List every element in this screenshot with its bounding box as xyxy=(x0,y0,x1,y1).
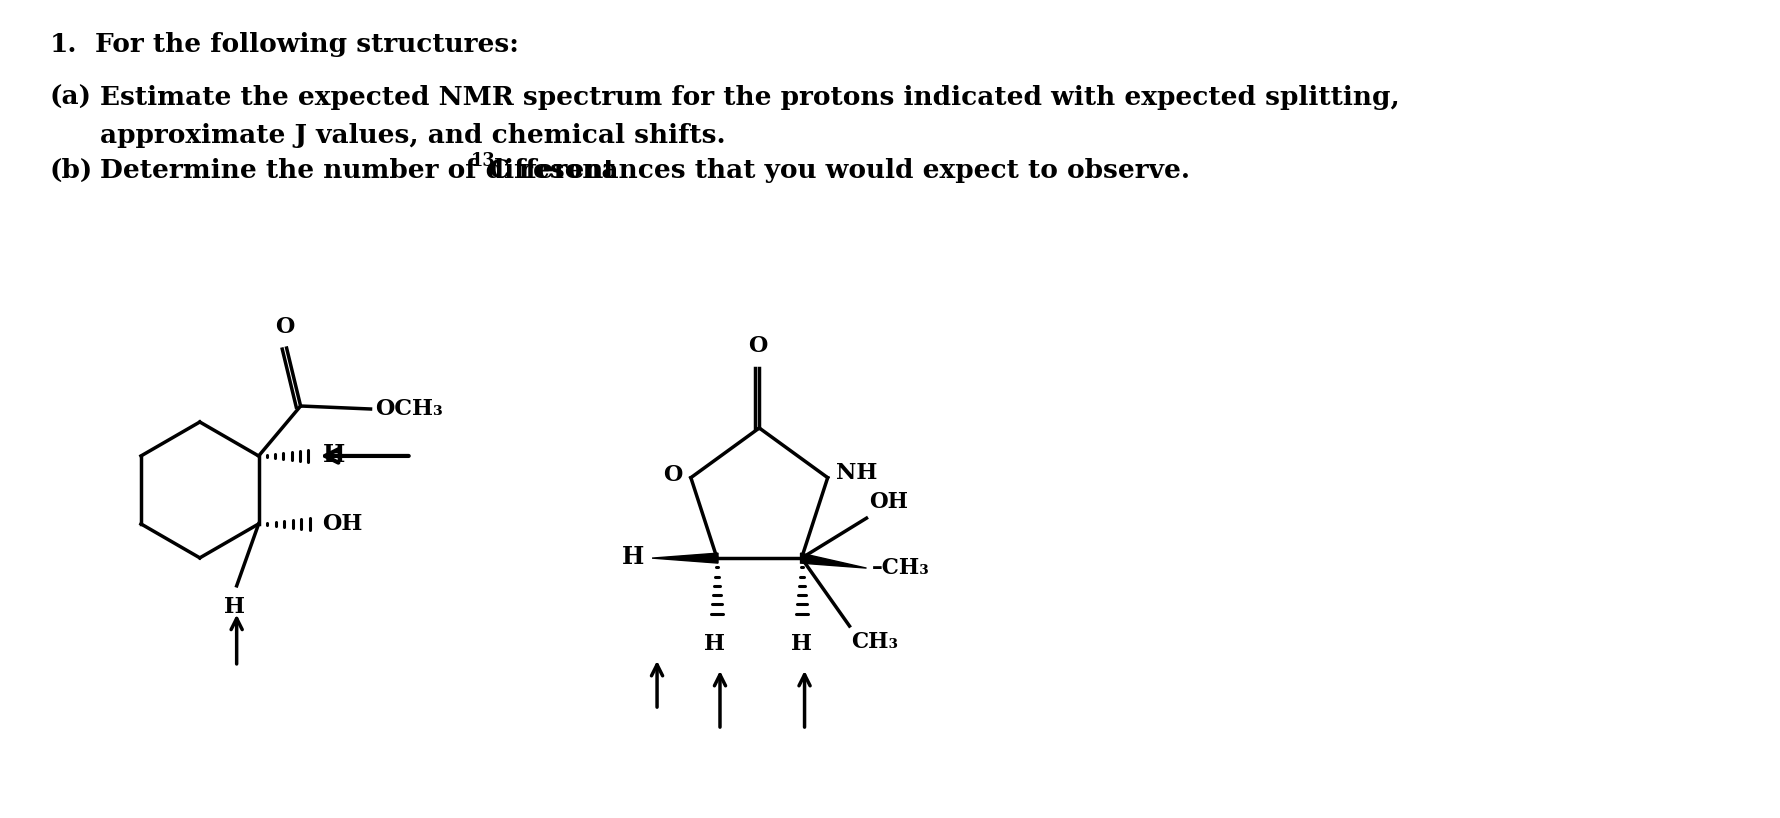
Text: (b): (b) xyxy=(50,158,93,183)
Text: O: O xyxy=(664,464,684,486)
Text: For the following structures:: For the following structures: xyxy=(94,33,518,57)
Text: Estimate the expected NMR spectrum for the protons indicated with expected split: Estimate the expected NMR spectrum for t… xyxy=(100,85,1399,110)
Text: approximate J values, and chemical shifts.: approximate J values, and chemical shift… xyxy=(100,124,726,148)
Text: –CH₃: –CH₃ xyxy=(872,557,929,579)
Polygon shape xyxy=(801,553,867,568)
Text: O: O xyxy=(749,335,767,357)
Text: OH: OH xyxy=(869,491,908,513)
Text: H: H xyxy=(224,596,246,618)
Text: H: H xyxy=(790,633,812,655)
Polygon shape xyxy=(651,553,717,563)
Text: OCH₃: OCH₃ xyxy=(376,398,443,420)
Text: C resonances that you would expect to observe.: C resonances that you would expect to ob… xyxy=(490,158,1191,183)
Text: O: O xyxy=(274,316,294,338)
Text: Determine the number of different: Determine the number of different xyxy=(100,158,625,183)
Text: OH: OH xyxy=(322,513,363,535)
Text: NH: NH xyxy=(835,461,878,483)
Text: H: H xyxy=(322,443,345,467)
Text: 13: 13 xyxy=(472,152,497,170)
Text: H: H xyxy=(621,545,644,569)
Text: 1.: 1. xyxy=(50,33,78,57)
Text: H: H xyxy=(705,633,726,655)
Text: CH₃: CH₃ xyxy=(851,631,899,653)
Text: (a): (a) xyxy=(50,85,93,110)
